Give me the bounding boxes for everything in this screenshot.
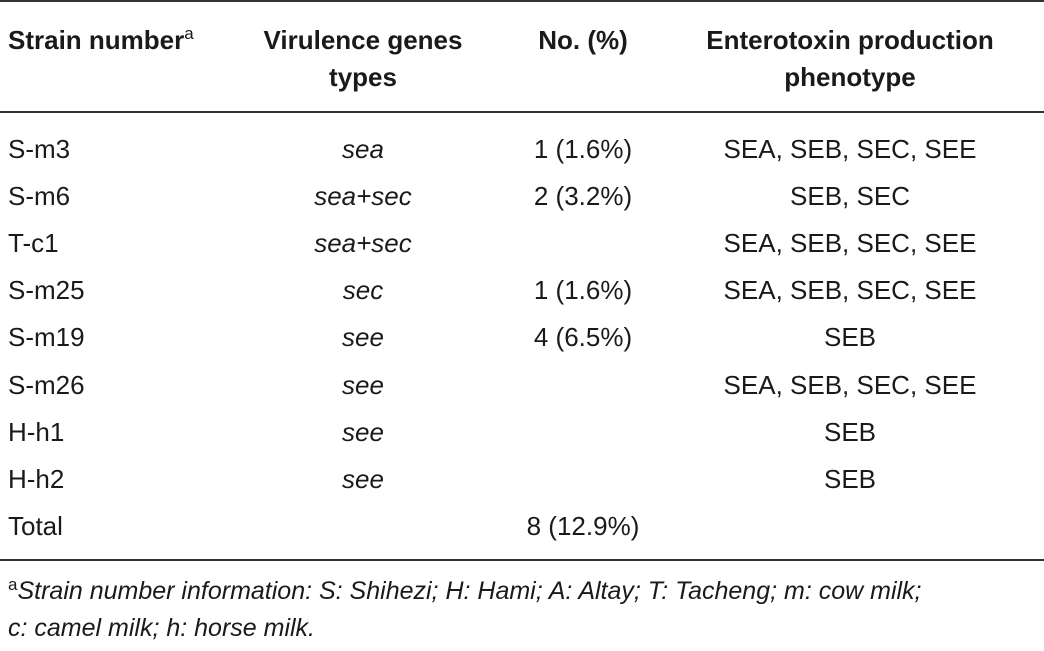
header-enterotoxin-phenotype: Enterotoxin production phenotype [706,25,994,92]
table-row: S-m26 see SEA, SEB, SEC, SEE [0,361,1044,408]
table-header: Strain numbera Virulence genes types No. … [0,0,1044,111]
cell-strain: H-h1 [8,416,65,447]
cell-phenotype: SEA, SEB, SEC, SEE [723,133,977,164]
cell-strain: T-c1 [8,227,59,258]
header-strain-number: Strain numbera [8,24,194,55]
cell-phenotype: SEB [823,322,877,353]
cell-count: 4 (6.5%) [533,322,633,353]
table-body: S-m3 sea 1 (1.6%) SEA, SEB, SEC, SEE S-m… [0,111,1044,550]
cell-phenotype: SEB, SEC [790,180,910,211]
table-row: H-h1 see SEB [0,408,1044,455]
cell-phenotype: SEA, SEB, SEC, SEE [723,275,977,306]
cell-count [486,219,656,266]
header-footnote-marker: a [184,24,194,43]
cell-strain: Total [8,511,63,542]
cell-phenotype: SEA, SEB, SEC, SEE [723,369,977,400]
cell-strain: S-m19 [8,322,85,353]
cell-count: 2 (3.2%) [533,180,633,211]
table-row: T-c1 sea+sec SEA, SEB, SEC, SEE [0,219,1044,266]
cell-genes: sea+sec [314,180,412,211]
cell-genes: see [342,416,384,447]
cell-genes: see [342,322,384,353]
table-row: S-m6 sea+sec 2 (3.2%) SEB, SEC [0,172,1044,219]
cell-genes: sea [342,133,384,164]
table-row: S-m19 see 4 (6.5%) SEB [0,314,1044,361]
cell-genes: see [342,463,384,494]
table-bottom-rule [0,559,1044,561]
header-virulence-genes: Virulence genes types [263,25,463,92]
cell-phenotype: SEA, SEB, SEC, SEE [723,227,977,258]
table-row: H-h2 see SEB [0,455,1044,502]
cell-strain: S-m26 [8,369,85,400]
footnote-marker: a [8,575,18,594]
cell-genes: sec [342,275,384,306]
table-row: S-m25 sec 1 (1.6%) SEA, SEB, SEC, SEE [0,267,1044,314]
cell-genes [240,503,486,550]
cell-genes: sea+sec [314,227,412,258]
cell-genes: see [342,369,384,400]
cell-count: 8 (12.9%) [526,511,640,542]
cell-strain: S-m3 [8,133,71,164]
table-footnote: aStrain number information: S: Shihezi; … [8,573,1038,647]
cell-count [486,361,656,408]
cell-strain: H-h2 [8,463,65,494]
table-header-rule [0,111,1044,113]
cell-count: 1 (1.6%) [533,275,633,306]
cell-phenotype: SEB [823,463,877,494]
cell-phenotype: SEB [823,416,877,447]
cell-strain: S-m25 [8,275,85,306]
table-row: S-m3 sea 1 (1.6%) SEA, SEB, SEC, SEE [0,111,1044,172]
footnote-line-1: Strain number information: S: Shihezi; H… [17,577,922,605]
cell-strain: S-m6 [8,180,71,211]
header-row: Strain numbera Virulence genes types No. … [0,0,1044,111]
cell-count [486,408,656,455]
footnote-line-2: c: camel milk; h: horse milk. [8,614,316,642]
table-top-rule [0,0,1044,2]
data-table: Strain numbera Virulence genes types No. … [0,0,1044,550]
cell-count: 1 (1.6%) [533,133,633,164]
header-count-percent: No. (%) [538,25,628,55]
table-row-total: Total 8 (12.9%) [0,503,1044,550]
cell-count [486,455,656,502]
cell-phenotype [656,503,1044,550]
